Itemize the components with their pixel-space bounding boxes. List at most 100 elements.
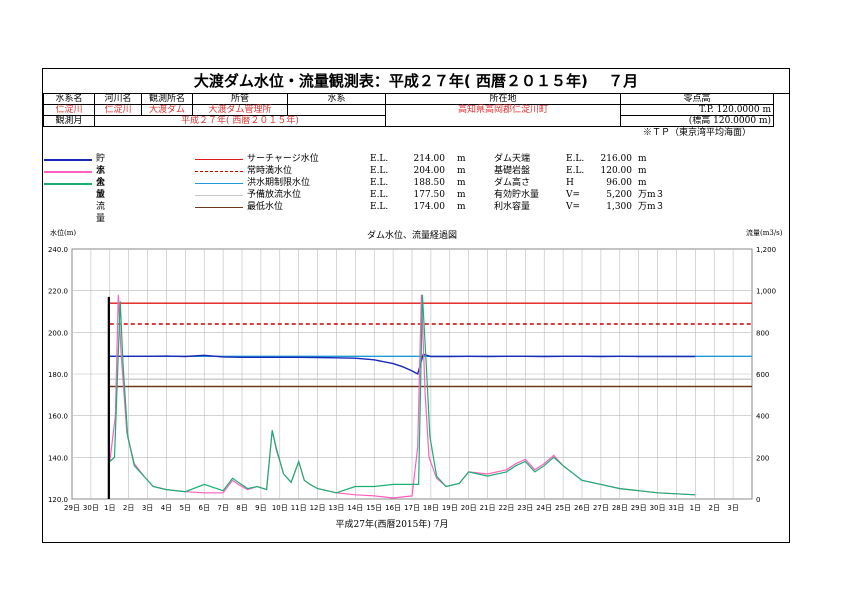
x-tick-label: 5日 xyxy=(180,504,191,512)
x-tick-label: 15日 xyxy=(366,504,382,512)
dam-spec-unit: m xyxy=(638,178,647,188)
dam-spec-value: 5,200 xyxy=(606,190,632,200)
series-line xyxy=(109,294,696,496)
x-tick-label: 11日 xyxy=(291,504,307,512)
dam-spec-row: 基礎岩盤 E.L. 120.00 m xyxy=(494,165,674,177)
x-tick-label: 30日 xyxy=(650,504,666,512)
dam-spec-value: 1,300 xyxy=(606,202,632,212)
dam-spec-unit: m xyxy=(638,166,647,176)
x-tick-label: 25日 xyxy=(555,504,571,512)
x-tick-label: 14日 xyxy=(347,504,363,512)
y-right-tick-label: 1,000 xyxy=(756,288,776,296)
y-left-tick-label: 140.0 xyxy=(48,454,68,462)
period-label: 観測月 xyxy=(43,115,95,127)
level-legend-unit: m xyxy=(457,178,466,188)
legend-swatch-level xyxy=(44,159,92,161)
x-tick-label: 7日 xyxy=(217,504,228,512)
level-legend-label: サーチャージ水位 xyxy=(247,154,319,164)
x-tick-label: 28日 xyxy=(612,504,628,512)
level-legend-unit: m xyxy=(457,166,466,176)
x-tick-label: 9日 xyxy=(255,504,266,512)
tp-note: ※ＴＰ（東京湾平均海面） xyxy=(643,128,752,138)
level-legend-value: 174.00 xyxy=(413,202,446,212)
level-legend-row: 洪水期制限水位 E.L. 188.50 m xyxy=(195,177,475,189)
dam-spec-label: ダム高さ xyxy=(494,178,531,188)
level-legend-value: 204.00 xyxy=(413,166,446,176)
dam-spec-row: ダム高さ H 96.00 m xyxy=(494,177,674,189)
level-legend-value: 214.00 xyxy=(413,154,446,164)
dam-spec-label: 利水容量 xyxy=(494,202,531,212)
level-legend-swatch xyxy=(195,159,243,160)
dam-spec-label: 有効貯水量 xyxy=(494,190,540,200)
legend-label-outflow: 全放流量 xyxy=(96,178,106,224)
y-right-tick-label: 800 xyxy=(756,329,769,337)
dam-spec-unit: m xyxy=(638,154,647,164)
y-left-tick-label: 160.0 xyxy=(48,413,68,421)
x-tick-label: 23日 xyxy=(517,504,533,512)
x-tick-label: 2日 xyxy=(708,504,719,512)
dam-spec-prefix: V= xyxy=(566,190,581,200)
dam-spec-prefix: V= xyxy=(566,202,581,212)
legend-swatch-inflow xyxy=(44,171,92,173)
level-legend-prefix: E.L. xyxy=(370,166,389,176)
dam-spec-unit: 万m３ xyxy=(638,190,665,200)
level-legend-label: 予備放流水位 xyxy=(247,190,302,200)
x-tick-label: 3日 xyxy=(142,504,153,512)
level-legend-swatch xyxy=(195,171,243,172)
x-tick-label: 1日 xyxy=(690,504,701,512)
y-left-tick-label: 120.0 xyxy=(48,496,68,504)
x-tick-label: 4日 xyxy=(161,504,172,512)
legend-swatch-outflow xyxy=(44,183,92,185)
level-legend-row: 常時満水位 E.L. 204.00 m xyxy=(195,165,475,177)
x-tick-label: 29日 xyxy=(64,504,80,512)
series-line xyxy=(109,353,696,376)
dam-spec-value: 216.00 xyxy=(600,154,633,164)
level-legend-row: 最低水位 E.L. 174.00 m xyxy=(195,201,475,213)
dam-spec-value: 120.00 xyxy=(600,166,633,176)
x-tick-label: 3日 xyxy=(727,504,738,512)
y-right-tick-label: 0 xyxy=(756,496,760,504)
level-legend-swatch xyxy=(195,195,243,196)
x-tick-label: 24日 xyxy=(536,504,552,512)
x-tick-label: 29日 xyxy=(631,504,647,512)
level-legend-swatch xyxy=(195,183,243,184)
x-tick-label: 16日 xyxy=(385,504,401,512)
y-right-tick-label: 200 xyxy=(756,454,769,462)
dam-spec-value: 96.00 xyxy=(606,178,632,188)
x-tick-label: 22日 xyxy=(498,504,514,512)
x-tick-label: 26日 xyxy=(574,504,590,512)
x-tick-label: 27日 xyxy=(593,504,609,512)
x-tick-label: 2日 xyxy=(123,504,134,512)
level-legend-prefix: E.L. xyxy=(370,202,389,212)
dam-spec-prefix: H xyxy=(566,178,574,188)
level-legend-value: 177.50 xyxy=(413,190,446,200)
x-tick-label: 30日 xyxy=(83,504,99,512)
level-legend-row: サーチャージ水位 E.L. 214.00 m xyxy=(195,153,475,165)
level-legend-unit: m xyxy=(457,190,466,200)
level-legend-label: 最低水位 xyxy=(247,202,284,212)
y-right-tick-label: 1,200 xyxy=(756,246,776,254)
x-tick-label: 21日 xyxy=(480,504,496,512)
dam-spec-unit: 万m３ xyxy=(638,202,665,212)
legend-label-inflow: 流入量 xyxy=(96,166,106,200)
level-legend-swatch xyxy=(195,207,243,208)
level-legend-label: 常時満水位 xyxy=(247,166,293,176)
x-tick-label: 31日 xyxy=(668,504,684,512)
dam-spec-row: ダム天端 E.L. 216.00 m xyxy=(494,153,674,165)
x-tick-label: 17日 xyxy=(404,504,420,512)
dam-spec-row: 有効貯水量 V= 5,200 万m３ xyxy=(494,189,674,201)
x-tick-label: 19日 xyxy=(442,504,458,512)
y-right-tick-label: 600 xyxy=(756,371,769,379)
report-frame: 大渡ダム水位・流量観測表：平成２７年( 西暦２０１５年) ７月 水系名 河川名 … xyxy=(42,68,790,543)
level-legend-unit: m xyxy=(457,154,466,164)
level-legend-value: 188.50 xyxy=(413,178,446,188)
x-tick-label: 13日 xyxy=(328,504,344,512)
level-legend-row: 予備放流水位 E.L. 177.50 m xyxy=(195,189,475,201)
level-legend-label: 洪水期制限水位 xyxy=(247,178,311,188)
x-tick-label: 12日 xyxy=(310,504,326,512)
y-right-tick-label: 400 xyxy=(756,413,769,421)
dam-spec-prefix: E.L. xyxy=(566,166,585,176)
dam-spec-label: 基礎岩盤 xyxy=(494,166,531,176)
legend-label-level: 貯水位 xyxy=(96,154,106,188)
x-tick-label: 6日 xyxy=(198,504,209,512)
